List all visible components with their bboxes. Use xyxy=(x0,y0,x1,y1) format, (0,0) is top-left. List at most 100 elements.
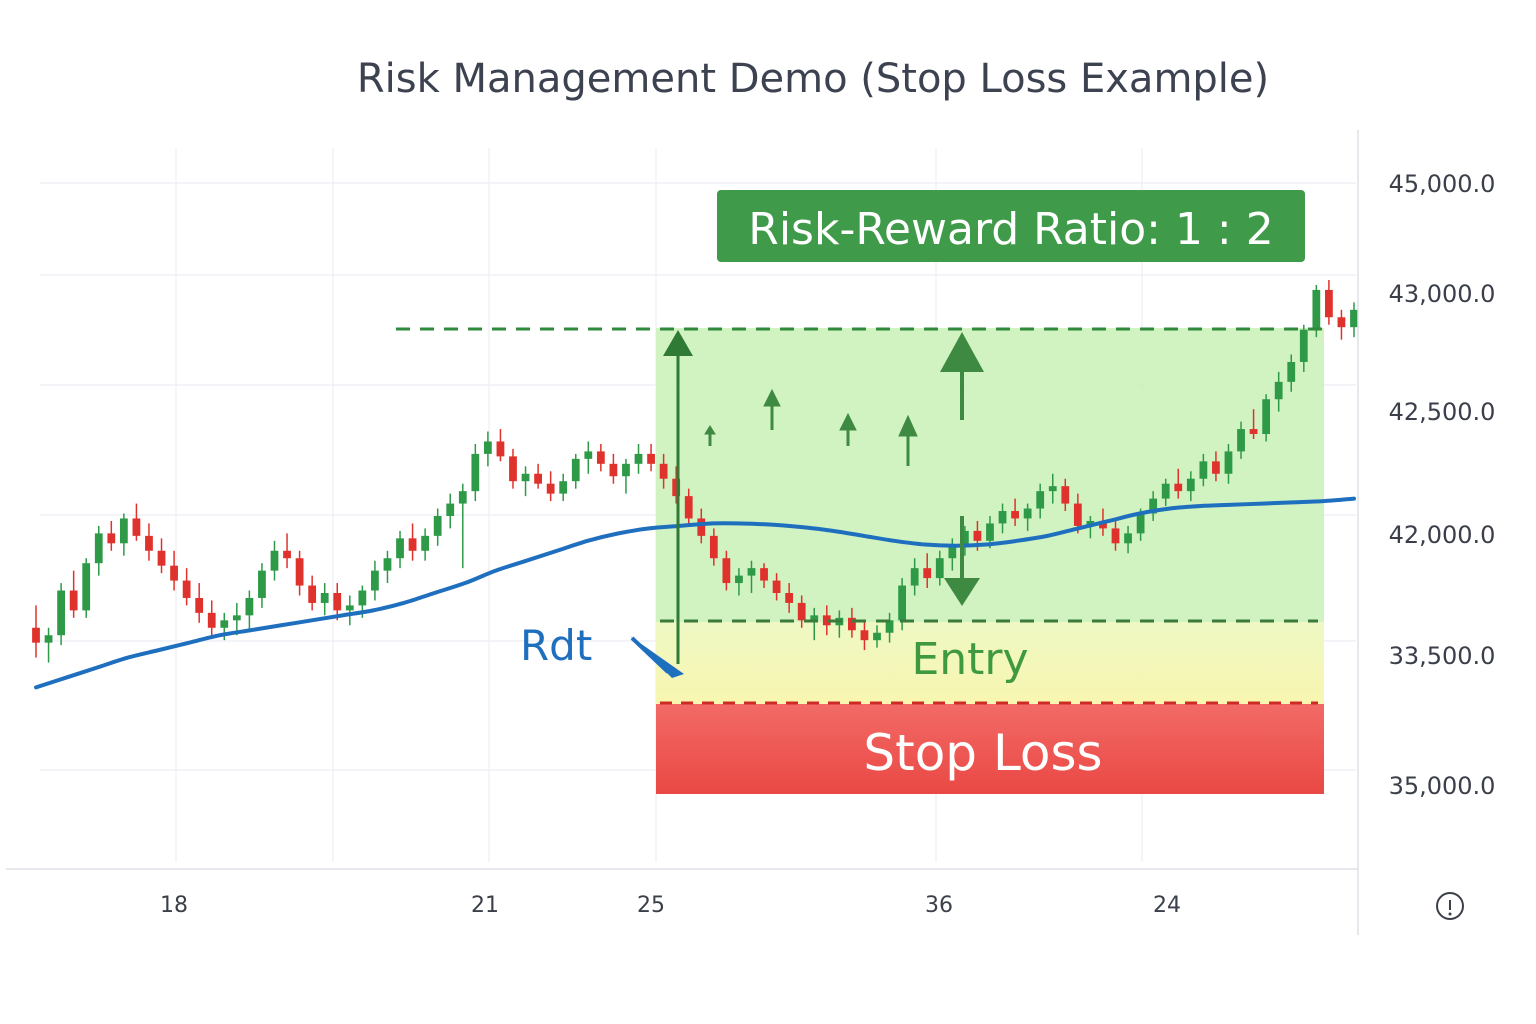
candle xyxy=(659,453,668,489)
candle xyxy=(1061,478,1070,512)
candle-body-down xyxy=(1111,528,1120,544)
candle-body-up xyxy=(1036,491,1045,509)
candle-body-down xyxy=(785,592,794,603)
candle-body-down xyxy=(923,568,932,579)
candle xyxy=(421,528,430,561)
x-tick-label: 25 xyxy=(637,893,665,918)
stop-loss-label: Stop Loss xyxy=(863,724,1102,782)
candle-body-down xyxy=(772,580,781,593)
candle-body-up xyxy=(935,558,944,579)
candle-body-down xyxy=(132,518,141,536)
candle-body-down xyxy=(797,602,806,621)
candle xyxy=(295,550,304,596)
rdt-pointer-line xyxy=(630,636,670,674)
candle-body-up xyxy=(345,605,354,611)
candle xyxy=(1011,498,1019,526)
candle xyxy=(672,466,681,504)
candle-body-down xyxy=(609,463,618,477)
candle xyxy=(509,448,517,489)
risk-arrow-down-icon xyxy=(944,578,980,606)
candle xyxy=(760,563,768,589)
candle xyxy=(471,443,480,502)
candle-body-up xyxy=(1136,513,1145,534)
candle xyxy=(1161,478,1170,507)
candle xyxy=(1212,451,1220,482)
candle-body-down xyxy=(32,627,40,643)
candle-body-down xyxy=(822,615,831,626)
candle-body-up xyxy=(584,451,593,459)
small-up-arrows xyxy=(704,388,918,466)
candle-body-up xyxy=(948,545,957,559)
candle xyxy=(383,550,392,584)
risk-reward-box xyxy=(717,190,1305,262)
x-tick-label: 24 xyxy=(1153,893,1181,918)
candle xyxy=(559,473,568,502)
candle xyxy=(935,550,944,586)
candle-body-down xyxy=(534,473,542,484)
candle-body-up xyxy=(1274,381,1283,400)
candle-body-down xyxy=(509,456,517,482)
candle xyxy=(622,458,630,494)
candle-body-up xyxy=(910,568,919,586)
candle-body-down xyxy=(848,617,856,631)
entry-label: Entry xyxy=(911,634,1028,685)
candle xyxy=(1237,421,1245,459)
candle-body-down xyxy=(496,441,505,457)
entry-zone xyxy=(656,622,1324,704)
candle-body-down xyxy=(647,453,655,464)
candle xyxy=(132,503,141,541)
candle-body-down xyxy=(408,538,417,551)
y-tick-label: 33,500.0 xyxy=(1389,642,1496,670)
candle-body-down xyxy=(596,451,605,464)
candle xyxy=(44,627,53,663)
candle-body-down xyxy=(672,478,681,497)
candle xyxy=(170,550,178,591)
time-zone-icon[interactable] xyxy=(1436,892,1464,920)
x-tick-label: 36 xyxy=(925,893,953,918)
candle-body-down xyxy=(333,592,342,611)
candle-body-down xyxy=(709,535,718,559)
stop-loss-zone xyxy=(656,704,1324,794)
candle xyxy=(822,605,831,636)
candle xyxy=(270,540,279,581)
candle-body-up xyxy=(1287,361,1296,382)
candle xyxy=(1337,309,1346,340)
candle-body-down xyxy=(684,496,693,519)
candle xyxy=(747,560,756,593)
candle xyxy=(948,538,957,571)
candle xyxy=(1023,503,1032,531)
candle-body-down xyxy=(659,463,668,479)
candle xyxy=(283,533,291,569)
candle-body-down xyxy=(107,533,116,544)
candle xyxy=(735,568,743,596)
candle-body-up xyxy=(433,515,442,536)
candle xyxy=(1199,453,1208,487)
candle-body-up xyxy=(383,558,392,571)
candle xyxy=(596,443,605,472)
candle-body-down xyxy=(1337,317,1346,328)
candle xyxy=(32,605,40,658)
candle-body-up xyxy=(1262,399,1271,435)
candle xyxy=(1186,471,1195,502)
candle-body-down xyxy=(697,518,706,536)
candle xyxy=(1124,525,1132,554)
candle xyxy=(860,620,869,651)
candle-body-up xyxy=(1048,486,1057,492)
candle xyxy=(1262,394,1271,442)
candle xyxy=(1350,302,1358,338)
candle-body-up xyxy=(483,441,492,454)
candle-body-up xyxy=(44,635,53,643)
candle-body-down xyxy=(157,550,166,566)
candle xyxy=(1149,491,1158,521)
candle xyxy=(333,583,342,621)
candle-body-up xyxy=(232,615,241,621)
candle-body-up xyxy=(1312,289,1321,330)
candle-body-up xyxy=(82,563,91,611)
moving-average-line xyxy=(34,496,1356,690)
candle xyxy=(1299,324,1308,372)
candle-body-up xyxy=(885,620,894,633)
candle xyxy=(571,453,580,489)
candle xyxy=(1274,371,1283,412)
candle-body-down xyxy=(1249,429,1258,435)
candle xyxy=(521,466,530,497)
